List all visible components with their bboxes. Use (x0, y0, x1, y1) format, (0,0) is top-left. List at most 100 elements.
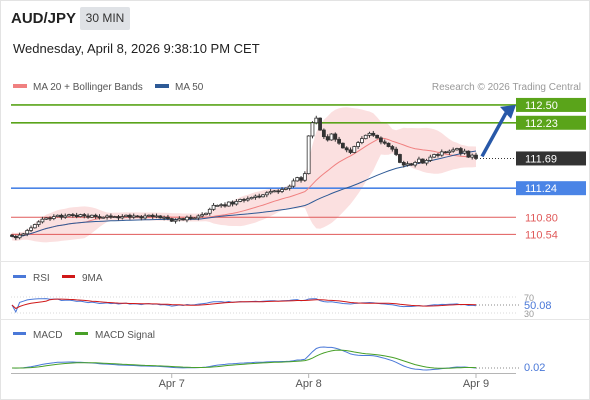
candle-body (51, 216, 56, 219)
candle-body (340, 142, 345, 149)
candle-body (32, 224, 37, 229)
candle-body (462, 150, 467, 154)
macd-line (11, 346, 477, 371)
candle-body (181, 218, 186, 221)
candle-body (36, 221, 41, 225)
candle-body (272, 190, 277, 193)
rsi-value-label: 50.08 (524, 300, 552, 312)
candle-body (386, 142, 391, 147)
candle-body (268, 191, 273, 194)
candle-body (150, 214, 155, 217)
candle-body (13, 236, 18, 239)
candle-body (188, 216, 193, 219)
candle-body (166, 216, 170, 219)
level-label-pivot: 111.24 (525, 183, 557, 195)
candle-body (394, 148, 399, 155)
candle-body (249, 197, 254, 200)
current-price-tag (516, 151, 586, 166)
credit-label: Research © 2026 Trading Central (432, 82, 581, 93)
candle-body (211, 204, 216, 210)
candle-body (29, 227, 33, 231)
candle-body (154, 215, 159, 218)
macd-legend-swatch (13, 332, 26, 335)
candle-body (276, 190, 281, 193)
macd-signal-line (12, 349, 477, 369)
ma50-legend-label: MA 50 (175, 82, 204, 93)
candle-body (344, 147, 349, 151)
candle-body (398, 154, 402, 163)
candle-body (143, 215, 148, 219)
level-label-support: 110.54 (525, 229, 558, 241)
candle-body (420, 158, 425, 164)
ma20-line (11, 137, 477, 238)
candle-body (329, 133, 334, 141)
candle-body (417, 158, 421, 163)
candle-body (455, 148, 459, 151)
candle-body (318, 117, 322, 131)
candle-body (226, 201, 231, 207)
candle-body (59, 214, 64, 218)
candle-body (458, 148, 463, 154)
ma20-legend-label: MA 20 + Bollinger Bands (33, 82, 143, 93)
candle-body (185, 216, 189, 221)
candle-body (101, 216, 106, 219)
candle-body (135, 215, 140, 218)
candle-body (169, 218, 174, 222)
rsi-ma-legend-swatch (62, 275, 75, 278)
candle-body (302, 173, 307, 181)
candle-body (112, 216, 117, 218)
candle-body (257, 195, 262, 198)
candle-body (108, 215, 113, 218)
datetime-label: Wednesday, April 8, 2026 9:38:10 PM CET (13, 41, 260, 56)
candle-body (253, 195, 258, 198)
candle-body (78, 214, 83, 217)
candle-body (162, 216, 167, 219)
candle-body (443, 151, 448, 154)
projection-arrow-head (500, 104, 516, 119)
level-tag-pivot (516, 181, 586, 196)
candle-body (337, 138, 341, 144)
candle-body (21, 233, 26, 236)
candle-body (128, 214, 132, 218)
price-chart: 112.50 112.23 111.24 110.80 110.54 111.69 (10, 97, 586, 243)
candle-body (17, 234, 22, 239)
candle-body (192, 217, 197, 220)
candle-body (447, 150, 452, 153)
candle-body (333, 133, 338, 140)
macd-signal-legend-label: MACD Signal (95, 330, 155, 341)
candle-body (451, 149, 456, 152)
rsi-legend-label: RSI (33, 273, 50, 284)
candle-body (264, 192, 269, 196)
candle-body (325, 136, 330, 141)
candle-body (352, 146, 357, 153)
timeframe-badge[interactable]: 30 MIN (80, 7, 130, 30)
candle-body (44, 217, 49, 220)
candle-body (321, 129, 326, 138)
candle-body (295, 177, 300, 182)
candle-body (314, 117, 319, 124)
candle-body (409, 163, 414, 166)
candle-body (10, 234, 14, 237)
candle-body (223, 204, 227, 207)
candle-body (63, 215, 68, 218)
candle-body (177, 218, 182, 221)
candle-body (215, 204, 220, 207)
candle-body (120, 216, 125, 219)
candle-body (131, 215, 136, 218)
candle-body (432, 154, 437, 158)
candle-body (204, 212, 208, 216)
macd-value-label: 0.02 (524, 362, 545, 374)
rsi-level-70: 70 (524, 293, 534, 303)
candle-body (245, 198, 250, 201)
level-tag-resistance (516, 97, 586, 112)
level-label-support: 110.80 (525, 212, 558, 224)
ma20-legend-swatch (13, 84, 27, 88)
candle-body (67, 214, 71, 217)
rsi-chart (11, 296, 520, 314)
candle-body (207, 208, 212, 214)
candle-body (424, 160, 429, 164)
projection-arrow-shaft (480, 112, 508, 158)
candle-body (367, 132, 372, 136)
candle-body (299, 177, 303, 181)
candle-body (466, 150, 471, 158)
